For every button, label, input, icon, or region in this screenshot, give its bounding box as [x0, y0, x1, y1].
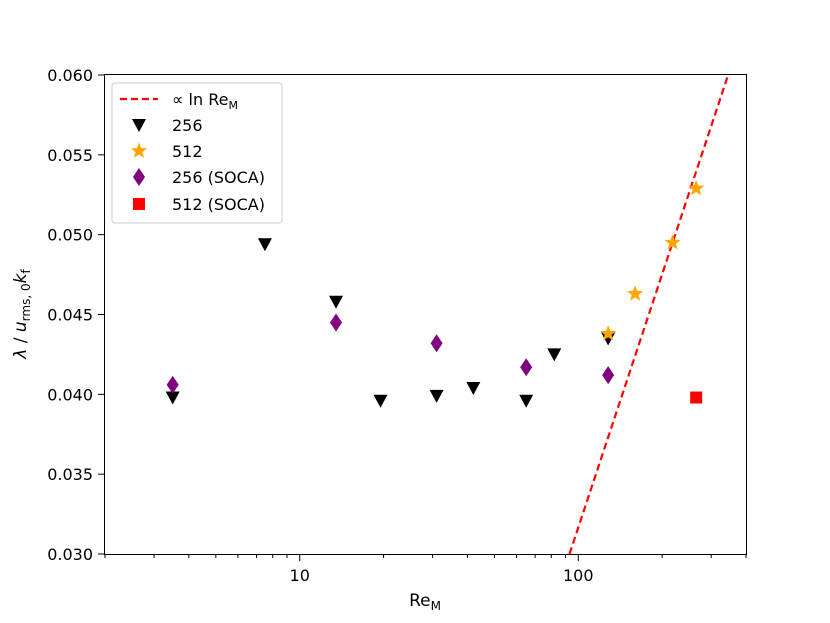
y-label-lambda: λ [11, 349, 31, 360]
data-point-series-0 [547, 348, 562, 362]
data-point-series-3 [690, 391, 703, 404]
data-point-series-0 [429, 389, 444, 403]
y-tick-label: 0.050 [47, 226, 93, 245]
legend-label-256: 256 [172, 116, 203, 135]
y-axis-label: λ / urms, 0kf [11, 269, 33, 360]
y-label-k-subscript: f [19, 269, 33, 274]
legend-label-512-soca: 512 (SOCA) [172, 195, 265, 214]
data-point-series-0 [257, 238, 272, 252]
y-tick-label: 0.055 [47, 146, 93, 165]
x-axis-label-main: Re [409, 591, 431, 611]
y-axis: 0.030 0.035 0.040 0.045 0.050 0.055 0.060 [47, 66, 105, 564]
x-axis-label-subscript: M [431, 599, 441, 613]
data-point-series-2 [520, 358, 533, 377]
x-axis-label: ReM [409, 591, 441, 613]
y-tick-label: 0.060 [47, 66, 93, 85]
legend-fit-line-label: ∝ ln ReM [172, 90, 238, 112]
legend-label-256-soca: 256 (SOCA) [172, 168, 265, 187]
data-point-series-0 [373, 394, 388, 408]
y-tick-label: 0.035 [47, 465, 93, 484]
x-tick-label: 100 [563, 566, 594, 585]
data-point-series-1 [627, 285, 644, 301]
y-tick-label: 0.030 [47, 545, 93, 564]
y-tick-label: 0.040 [47, 385, 93, 404]
y-label-u-subscript: rms, 0 [19, 283, 33, 321]
data-points-layer [165, 179, 705, 408]
data-point-series-0 [466, 381, 481, 395]
x-axis: 10 100 [104, 554, 747, 585]
legend: ∝ ln ReM 256 512 256 (SOCA) 512 (SOCA) [111, 82, 283, 224]
legend-markers [130, 119, 148, 210]
legend-label-512: 512 [172, 142, 203, 161]
fit-line-layer [568, 75, 730, 554]
data-point-series-0 [519, 394, 534, 408]
data-point-series-2 [430, 334, 443, 353]
legend-marker-series-2 [133, 168, 145, 186]
data-point-series-1 [688, 179, 705, 196]
legend-frame [111, 82, 283, 224]
legend-marker-series-0 [132, 119, 146, 132]
legend-marker-series-3 [133, 198, 145, 210]
y-tick-label: 0.045 [47, 306, 93, 325]
data-point-series-2 [602, 366, 615, 385]
y-label-slash: / [11, 332, 31, 349]
fit-line-ln-rem [568, 75, 730, 554]
data-point-series-2 [166, 375, 179, 394]
data-point-series-2 [330, 313, 343, 332]
legend-marker-series-1 [130, 142, 148, 158]
data-point-series-0 [329, 295, 344, 309]
data-point-series-1 [600, 325, 617, 341]
data-point-series-0 [165, 391, 180, 405]
data-point-series-1 [664, 234, 681, 250]
y-label-u: u [11, 321, 31, 332]
y-label-k: k [11, 272, 31, 283]
x-tick-label: 10 [290, 566, 310, 585]
